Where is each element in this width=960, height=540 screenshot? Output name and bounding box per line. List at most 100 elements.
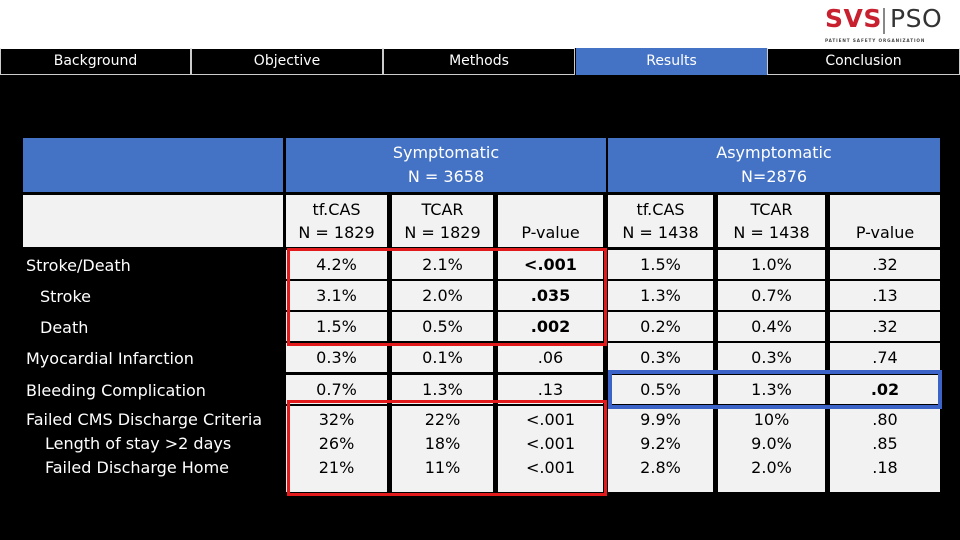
tab-results[interactable]: Results bbox=[576, 48, 767, 75]
cell-value: 9.2% bbox=[640, 434, 681, 453]
table-cell: 1.5% bbox=[608, 250, 713, 279]
cell-value: 0.4% bbox=[751, 317, 792, 336]
column-header-name: tf.CAS bbox=[312, 200, 361, 219]
highlight-red-box-top bbox=[287, 248, 607, 346]
cell-value: .13 bbox=[537, 380, 564, 399]
table-cell: .02 bbox=[830, 375, 940, 404]
cell-value: .18 bbox=[872, 458, 898, 477]
table-header-blank bbox=[23, 138, 283, 192]
table-cell: 0.7% bbox=[286, 375, 387, 404]
cell-value: 1.3% bbox=[422, 380, 463, 399]
cell-value: 0.2% bbox=[640, 317, 681, 336]
group-title: Asymptomatic bbox=[716, 143, 832, 162]
table-cell: .002 bbox=[498, 312, 603, 341]
svs-pso-logo: SVS PSO PATIENT SAFETY ORGANIZATION bbox=[825, 4, 950, 46]
row-label: Failed Discharge Home bbox=[45, 458, 229, 477]
column-header-name: TCAR bbox=[750, 200, 793, 219]
table-subheader-blank bbox=[23, 195, 283, 247]
cell-value: 1.5% bbox=[640, 255, 681, 274]
column-header-cell: TCAR N = 1829 bbox=[392, 195, 493, 247]
table-cell: 1.3% bbox=[608, 281, 713, 310]
table-cell: .32 bbox=[830, 312, 940, 341]
table-cell: 2.1% bbox=[392, 250, 493, 279]
cell-value: 0.7% bbox=[751, 286, 792, 305]
cell-value: 9.9% bbox=[640, 410, 681, 429]
column-header-cell: tf.CAS N = 1829 bbox=[286, 195, 387, 247]
tab-objective[interactable]: Objective bbox=[191, 48, 383, 75]
table-cell: 32% 26% 21% bbox=[286, 406, 387, 492]
logo-subtitle: PATIENT SAFETY ORGANIZATION bbox=[825, 38, 926, 43]
cell-value: 0.5% bbox=[422, 317, 463, 336]
cell-value: 22% bbox=[424, 410, 461, 429]
cell-value: .02 bbox=[870, 380, 900, 399]
cell-value: 11% bbox=[424, 458, 461, 477]
row-label: Length of stay >2 days bbox=[45, 434, 232, 453]
table-cell: 1.3% bbox=[392, 375, 493, 404]
cell-value: .74 bbox=[872, 348, 898, 367]
cell-value: 0.3% bbox=[751, 348, 792, 367]
row-label: Myocardial Infarction bbox=[26, 349, 194, 368]
logo-pso-text: PSO bbox=[890, 4, 943, 33]
cell-value: 1.0% bbox=[751, 255, 792, 274]
column-header-count: N = 1438 bbox=[733, 223, 810, 242]
column-header-cell: P-value bbox=[830, 195, 940, 247]
group-title: Symptomatic bbox=[392, 143, 500, 162]
highlight-red-box-bottom bbox=[287, 400, 607, 496]
cell-value: 1.3% bbox=[751, 380, 792, 399]
cell-value: 2.0% bbox=[751, 458, 792, 477]
cell-value: 0.1% bbox=[422, 348, 463, 367]
group-count: N = 3658 bbox=[407, 167, 485, 186]
group-count: N=2876 bbox=[740, 167, 808, 186]
table-cell: <.001 bbox=[498, 250, 603, 279]
cell-value: 10% bbox=[753, 410, 790, 429]
table-cell: <.001 <.001 <.001 bbox=[498, 406, 603, 492]
cell-value: 3.1% bbox=[316, 286, 357, 305]
tab-methods[interactable]: Methods bbox=[383, 48, 575, 75]
table-cell: 0.1% bbox=[392, 343, 493, 372]
column-header-name: tf.CAS bbox=[636, 200, 685, 219]
table-cell: 0.3% bbox=[608, 343, 713, 372]
cell-value: .32 bbox=[872, 317, 898, 336]
column-header-cell: TCAR N = 1438 bbox=[718, 195, 825, 247]
logo-svs-text: SVS bbox=[825, 4, 882, 33]
row-label: Bleeding Complication bbox=[26, 381, 206, 400]
tab-background[interactable]: Background bbox=[0, 48, 191, 75]
table-cell: 1.3% bbox=[718, 375, 825, 404]
column-header-count: N = 1829 bbox=[404, 223, 481, 242]
column-header-cell: P-value bbox=[498, 195, 603, 247]
table-cell: 2.0% bbox=[392, 281, 493, 310]
table-cell: .035 bbox=[498, 281, 603, 310]
cell-value: 9.0% bbox=[751, 434, 792, 453]
cell-value: 26% bbox=[318, 434, 355, 453]
column-header-count: P-value bbox=[521, 223, 580, 242]
cell-value: 0.3% bbox=[316, 348, 357, 367]
row-label: Death bbox=[40, 318, 89, 337]
cell-value: 32% bbox=[318, 410, 355, 429]
table-cell: 0.2% bbox=[608, 312, 713, 341]
cell-value: .06 bbox=[537, 348, 564, 367]
column-header-name: TCAR bbox=[421, 200, 464, 219]
table-cell: .13 bbox=[830, 281, 940, 310]
cell-value: .002 bbox=[530, 317, 571, 336]
section-nav: Background Objective Methods Results Con… bbox=[0, 48, 960, 76]
highlight-blue-box bbox=[608, 370, 942, 409]
table-cell: 0.7% bbox=[718, 281, 825, 310]
table-cell: 0.5% bbox=[392, 312, 493, 341]
cell-value: 2.1% bbox=[422, 255, 463, 274]
table-cell: 3.1% bbox=[286, 281, 387, 310]
cell-value: .13 bbox=[872, 286, 898, 305]
table-cell: 0.3% bbox=[286, 343, 387, 372]
column-header-cell: tf.CAS N = 1438 bbox=[608, 195, 713, 247]
row-label: Failed CMS Discharge Criteria bbox=[26, 410, 263, 429]
cell-value: <.001 bbox=[525, 458, 576, 477]
column-header-count: N = 1829 bbox=[298, 223, 375, 242]
row-label: Stroke bbox=[40, 287, 91, 306]
tab-conclusion[interactable]: Conclusion bbox=[767, 48, 960, 75]
cell-value: 2.0% bbox=[422, 286, 463, 305]
table-cell: 1.5% bbox=[286, 312, 387, 341]
cell-value: .035 bbox=[530, 286, 571, 305]
logo-divider bbox=[883, 8, 885, 34]
top-bar: SVS PSO PATIENT SAFETY ORGANIZATION bbox=[0, 0, 960, 48]
cell-value: 0.3% bbox=[640, 348, 681, 367]
